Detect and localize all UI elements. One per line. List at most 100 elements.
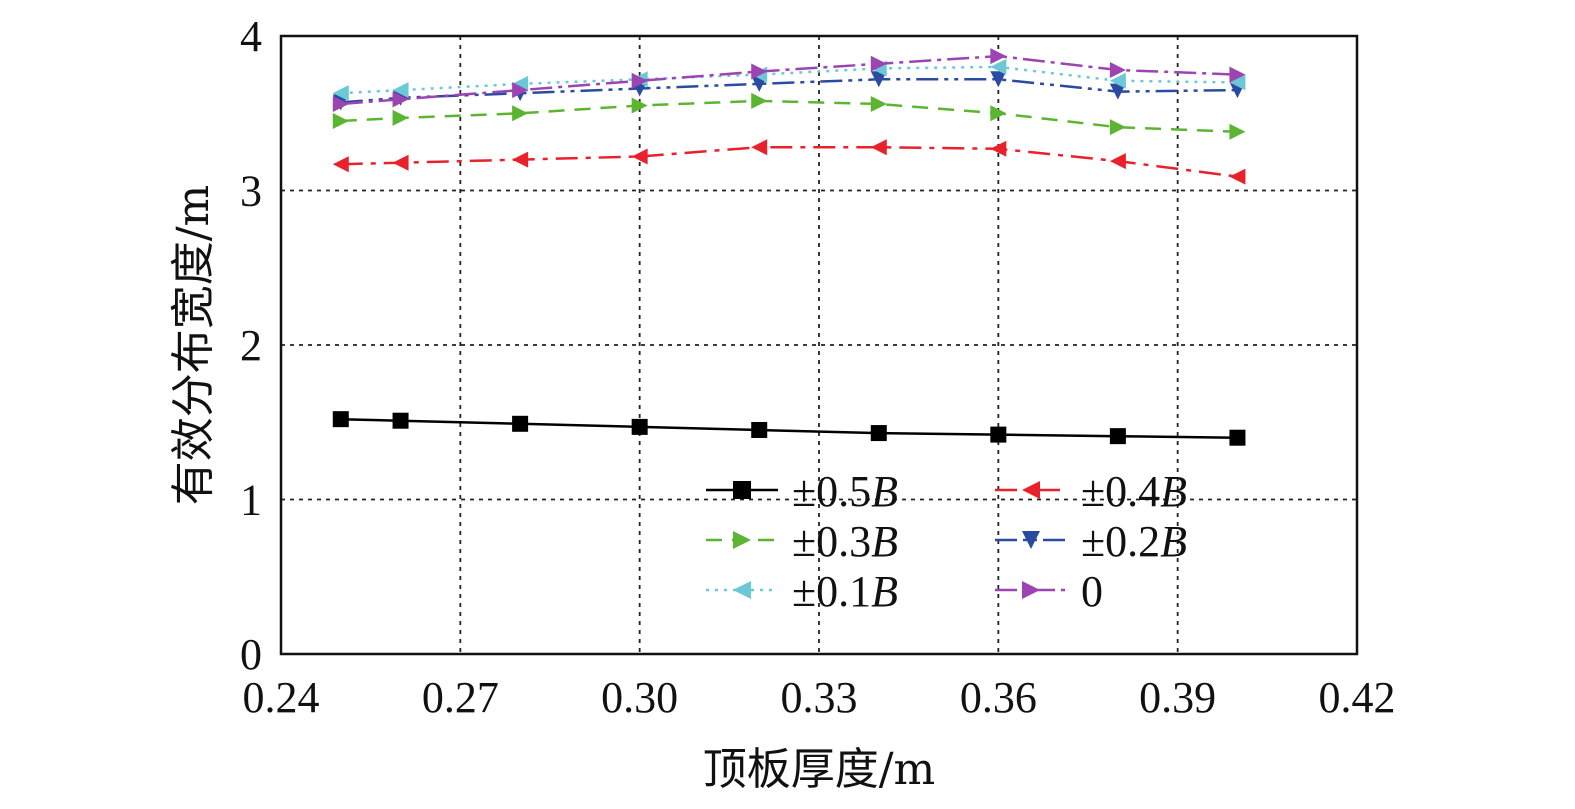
y-tick-label: 3 (240, 167, 262, 216)
series-0 (332, 411, 1246, 446)
legend-label-variable: B (1160, 517, 1187, 566)
legend: ±0.5B ±0.4B±0.3B ±0.2B±0.1B 0 (706, 467, 1187, 616)
series-line (340, 65, 1238, 95)
data-point (751, 421, 768, 438)
data-point (631, 418, 648, 435)
x-tick-label: 0.39 (1139, 673, 1216, 722)
data-point (1229, 168, 1246, 185)
legend-label: ±0.1B (792, 567, 898, 616)
data-point (1229, 74, 1246, 91)
data-point (631, 97, 648, 114)
legend-item: ±0.3B (706, 517, 898, 566)
legend-label-prefix: ±0.2 (1081, 517, 1160, 566)
series-2 (332, 92, 1246, 140)
series-line (340, 145, 1238, 178)
data-point (870, 139, 887, 156)
data-point (392, 82, 409, 99)
data-point (631, 72, 648, 89)
data-point (1229, 66, 1246, 83)
legend-item: ±0.2B (995, 517, 1187, 566)
x-tick-label: 0.24 (243, 673, 320, 722)
legend-item: 0 (995, 567, 1103, 616)
data-point (870, 425, 887, 442)
y-tick-labels: 0 1 2 3 4 (240, 12, 262, 679)
data-point (392, 154, 409, 171)
data-point (332, 95, 349, 112)
y-tick-label: 2 (240, 321, 262, 370)
series-line (340, 78, 1238, 104)
data-point (990, 140, 1007, 157)
y-tick-label: 4 (240, 12, 262, 61)
series-line (340, 54, 1238, 106)
data-point (870, 71, 887, 88)
data-point (1229, 123, 1246, 140)
legend-label: 0 (1081, 567, 1103, 616)
legend-item: ±0.5B (706, 467, 898, 516)
data-point (1109, 428, 1126, 445)
data-point (392, 91, 409, 108)
legend-label-variable: B (871, 567, 898, 616)
legend-label-variable: B (871, 517, 898, 566)
legend-label: ±0.4B (1081, 467, 1187, 516)
legend-label-prefix: ±0.1 (792, 567, 871, 616)
data-point (870, 95, 887, 112)
x-axis-title: 顶板厚度/m (703, 744, 936, 795)
legend-item: ±0.4B (995, 467, 1187, 516)
legend-marker (1022, 581, 1040, 599)
data-point (1109, 83, 1126, 100)
data-point (512, 82, 529, 99)
data-point (512, 75, 529, 92)
legend-label-prefix: ±0.4 (1081, 467, 1160, 516)
data-point (512, 415, 529, 432)
data-point (1109, 153, 1126, 170)
data-point (512, 151, 529, 168)
data-point (990, 426, 1007, 443)
data-point (1109, 61, 1126, 78)
legend-label: ±0.3B (792, 517, 898, 566)
series-layer (332, 48, 1246, 446)
data-point (332, 411, 349, 428)
plot-frame (279, 34, 1359, 656)
grid-lines (281, 36, 1357, 654)
data-point (1229, 429, 1246, 446)
legend-label: ±0.2B (1081, 517, 1187, 566)
series-5 (332, 48, 1246, 112)
x-tick-label: 0.42 (1319, 673, 1396, 722)
legend-label-prefix: 0 (1081, 567, 1103, 616)
legend-label-variable: B (1160, 467, 1187, 516)
y-axis-title: 有效分布宽度/m (168, 185, 219, 506)
y-tick-label: 0 (240, 630, 262, 679)
x-tick-labels: 0.24 0.27 0.30 0.33 0.36 0.39 0.42 (243, 673, 1396, 722)
data-point (751, 92, 768, 109)
legend-marker (733, 531, 751, 549)
data-point (332, 156, 349, 173)
x-tick-label: 0.27 (422, 673, 499, 722)
series-line (340, 99, 1238, 134)
y-tick-label: 1 (240, 476, 262, 525)
legend-marker (733, 481, 751, 499)
legend-marker (1022, 531, 1040, 549)
data-point (1109, 72, 1126, 89)
data-point (332, 85, 349, 102)
legend-marker (1022, 481, 1040, 499)
data-point (332, 112, 349, 129)
x-tick-label: 0.36 (960, 673, 1037, 722)
data-point (512, 105, 529, 122)
data-point (392, 412, 409, 429)
data-point (751, 63, 768, 80)
series-line (340, 417, 1238, 439)
series-1 (332, 139, 1246, 185)
legend-label-variable: B (871, 467, 898, 516)
data-point (1109, 119, 1126, 136)
data-point (990, 71, 1007, 88)
legend-label-prefix: ±0.3 (792, 517, 871, 566)
legend-marker (733, 581, 751, 599)
legend-label: ±0.5B (792, 467, 898, 516)
legend-item: ±0.1B (706, 567, 898, 616)
data-point (392, 109, 409, 126)
series-3 (332, 71, 1246, 111)
x-tick-label: 0.33 (781, 673, 858, 722)
legend-label-prefix: ±0.5 (792, 467, 871, 516)
data-point (990, 48, 1007, 65)
